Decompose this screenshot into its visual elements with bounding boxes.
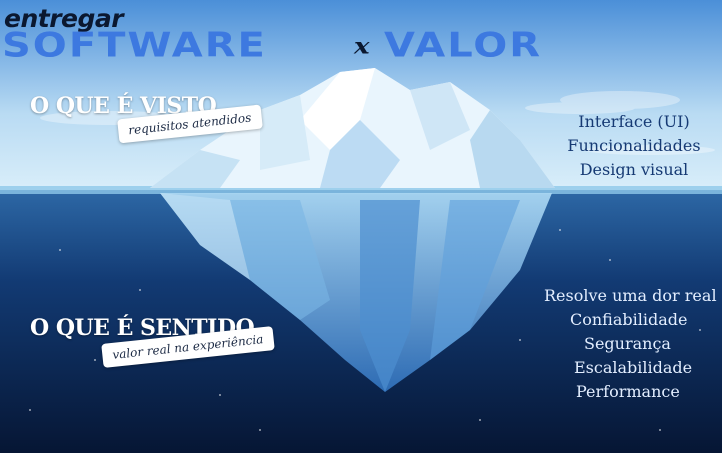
headline-software: SOFTWARE [2, 26, 267, 66]
list-item: Resolve uma dor real [544, 286, 717, 305]
felt-items-list: Resolve uma dor real Confiabilidade Segu… [540, 284, 718, 404]
sea-particles [29, 229, 701, 431]
list-item: Performance [576, 382, 680, 401]
iceberg-tip [150, 68, 555, 188]
list-item: Confiabilidade [570, 310, 688, 329]
list-item: Escalabilidade [574, 358, 693, 377]
list-item: Funcionalidades [567, 136, 701, 155]
header-prefix: entregar [4, 4, 124, 33]
list-item: Design visual [579, 160, 689, 179]
headline-separator: x [354, 34, 372, 60]
visible-items-list: Interface (UI) Funcionalidades Design vi… [560, 110, 708, 182]
water-line [0, 186, 722, 194]
headline-valor: VALOR [384, 26, 543, 66]
iceberg-underwater [160, 193, 552, 392]
list-item: Segurança [584, 334, 671, 353]
clouds [40, 91, 715, 155]
list-item: Interface (UI) [578, 112, 690, 131]
